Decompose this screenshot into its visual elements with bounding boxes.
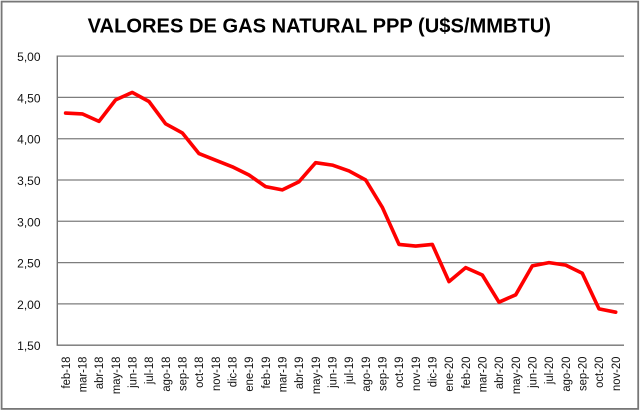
svg-text:ago-19: ago-19: [360, 357, 373, 392]
svg-text:VALORES DE GAS NATURAL PPP (U$: VALORES DE GAS NATURAL PPP (U$S/MMBTU): [88, 15, 551, 37]
svg-text:jul-18: jul-18: [143, 357, 156, 386]
svg-text:ene-19: ene-19: [243, 357, 256, 392]
svg-text:abr-19: abr-19: [293, 357, 306, 390]
svg-text:dic-18: dic-18: [226, 357, 239, 388]
svg-text:dic-19: dic-19: [426, 357, 439, 388]
svg-text:jul-20: jul-20: [543, 356, 556, 385]
svg-text:2,00: 2,00: [17, 298, 41, 312]
svg-text:4,50: 4,50: [17, 91, 41, 105]
svg-text:mar-18: mar-18: [76, 357, 89, 393]
svg-text:abr-18: abr-18: [93, 357, 106, 390]
svg-text:mar-20: mar-20: [476, 356, 489, 392]
svg-text:may-20: may-20: [510, 356, 523, 394]
svg-text:ago-18: ago-18: [159, 357, 172, 392]
svg-text:oct-18: oct-18: [193, 357, 206, 388]
svg-text:3,50: 3,50: [17, 174, 41, 188]
svg-text:jun-19: jun-19: [326, 357, 339, 389]
svg-text:1,50: 1,50: [17, 339, 41, 353]
svg-text:sep-19: sep-19: [376, 357, 389, 391]
svg-text:oct-20: oct-20: [593, 356, 606, 388]
svg-text:jun-20: jun-20: [526, 356, 539, 389]
svg-text:feb-18: feb-18: [59, 357, 72, 389]
svg-text:ene-20: ene-20: [443, 356, 456, 392]
svg-text:sep-20: sep-20: [576, 356, 589, 391]
svg-text:nov-18: nov-18: [209, 357, 222, 391]
svg-text:ago-20: ago-20: [560, 356, 573, 392]
svg-text:jul-19: jul-19: [343, 357, 356, 386]
svg-text:sep-18: sep-18: [176, 357, 189, 391]
svg-text:may-18: may-18: [109, 357, 122, 395]
svg-text:feb-19: feb-19: [259, 357, 272, 389]
svg-text:3,00: 3,00: [17, 215, 41, 229]
svg-text:may-19: may-19: [309, 357, 322, 395]
svg-text:jun-18: jun-18: [126, 357, 139, 389]
svg-text:oct-19: oct-19: [393, 357, 406, 388]
svg-text:nov-20: nov-20: [610, 356, 623, 391]
svg-text:mar-19: mar-19: [276, 357, 289, 393]
svg-text:5,00: 5,00: [17, 50, 41, 64]
svg-text:feb-20: feb-20: [460, 356, 473, 388]
svg-text:2,50: 2,50: [17, 257, 41, 271]
svg-text:abr-20: abr-20: [493, 356, 506, 389]
svg-text:nov-19: nov-19: [410, 357, 423, 391]
svg-text:4,00: 4,00: [17, 133, 41, 147]
